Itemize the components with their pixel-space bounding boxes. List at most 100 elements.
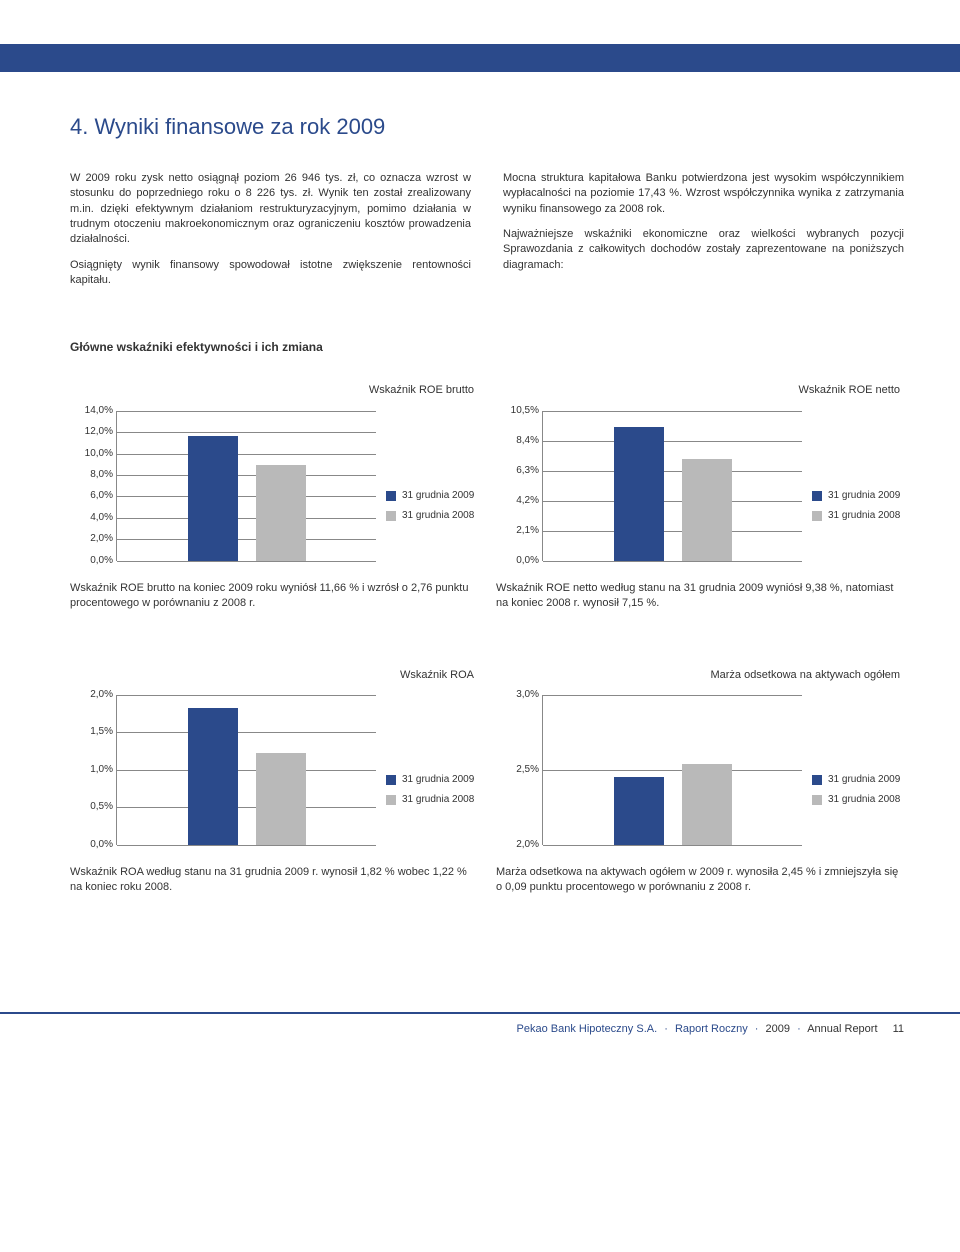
chart-y-tick: 2,0% (73, 688, 113, 702)
footer-year: 2009 (766, 1023, 790, 1035)
chart-y-tick: 8,0% (73, 468, 113, 482)
chart-caption: Wskaźnik ROE netto według stanu na 31 gr… (496, 581, 904, 612)
chart-plot-area: 0,0%0,5%1,0%1,5%2,0% (116, 695, 376, 845)
legend-swatch (386, 511, 396, 521)
chart-y-tick: 0,5% (73, 800, 113, 814)
bar-2008 (256, 465, 306, 560)
chart-y-tick: 2,0% (499, 838, 539, 852)
chart-y-tick: 6,0% (73, 489, 113, 503)
footer-report-en: Annual Report (807, 1023, 877, 1035)
legend-label: 31 grudnia 2008 (828, 509, 900, 523)
legend-swatch (812, 491, 822, 501)
chart-y-tick: 4,2% (499, 494, 539, 508)
chart-legend: 31 grudnia 2009 31 grudnia 2008 (812, 695, 904, 807)
legend-item-2009: 31 grudnia 2009 (812, 773, 904, 787)
legend-swatch (812, 511, 822, 521)
footer-separator: · (755, 1023, 759, 1035)
chart-body: 0,0%2,0%4,0%6,0%8,0%10,0%12,0%14,0%31 gr… (70, 411, 478, 561)
page-content: 4. Wyniki finansowe za rok 2009 W 2009 r… (0, 72, 960, 932)
chart-bars (117, 411, 376, 561)
legend-item-2008: 31 grudnia 2008 (386, 793, 478, 807)
chart-y-tick: 3,0% (499, 688, 539, 702)
chart-y-tick: 12,0% (73, 425, 113, 439)
chart-legend: 31 grudnia 2009 31 grudnia 2008 (812, 411, 904, 523)
chart-gridline (543, 561, 802, 562)
legend-label: 31 grudnia 2008 (828, 793, 900, 807)
legend-item-2009: 31 grudnia 2009 (812, 489, 904, 503)
charts-row-2: Wskaźnik ROA0,0%0,5%1,0%1,5%2,0%31 grudn… (70, 668, 904, 896)
paragraph: W 2009 roku zysk netto osiągnął poziom 2… (70, 171, 471, 248)
legend-swatch (386, 775, 396, 785)
chart-y-tick: 6,3% (499, 464, 539, 478)
chart-roe-netto: Wskaźnik ROE netto0,0%2,1%4,2%6,3%8,4%10… (496, 383, 904, 611)
chart-y-tick: 14,0% (73, 404, 113, 418)
chart-y-tick: 10,0% (73, 447, 113, 461)
chart-body: 0,0%0,5%1,0%1,5%2,0%31 grudnia 200931 gr… (70, 695, 478, 845)
footer-company: Pekao Bank Hipoteczny S.A. (517, 1023, 658, 1035)
chart-y-tick: 0,0% (73, 554, 113, 568)
chart-bars (117, 695, 376, 845)
legend-item-2008: 31 grudnia 2008 (812, 793, 904, 807)
legend-label: 31 grudnia 2009 (828, 773, 900, 787)
intro-right: Mocna struktura kapitałowa Banku potwier… (503, 171, 904, 299)
chart-y-tick: 2,1% (499, 524, 539, 538)
chart-y-tick: 0,0% (499, 554, 539, 568)
footer-separator: · (664, 1023, 668, 1035)
legend-swatch (812, 795, 822, 805)
legend-label: 31 grudnia 2009 (402, 489, 474, 503)
chart-y-tick: 10,5% (499, 404, 539, 418)
chart-y-tick: 4,0% (73, 511, 113, 525)
footer-page-number: 11 (893, 1023, 904, 1035)
chart-y-tick: 1,0% (73, 763, 113, 777)
page-footer: Pekao Bank Hipoteczny S.A. · Raport Rocz… (0, 1012, 960, 1055)
bar-2009 (614, 427, 664, 561)
chart-y-tick: 8,4% (499, 434, 539, 448)
chart-plot-area: 2,0%2,5%3,0% (542, 695, 802, 845)
chart-title: Wskaźnik ROA (70, 668, 478, 683)
bar-2009 (188, 436, 238, 561)
chart-title: Wskaźnik ROE netto (496, 383, 904, 398)
chart-title: Marża odsetkowa na aktywach ogółem (496, 668, 904, 683)
chart-gridline (543, 845, 802, 846)
chart-gridline (117, 845, 376, 846)
chart-marza: Marża odsetkowa na aktywach ogółem2,0%2,… (496, 668, 904, 896)
paragraph: Najważniejsze wskaźniki ekonomiczne oraz… (503, 227, 904, 273)
legend-label: 31 grudnia 2009 (402, 773, 474, 787)
intro-columns: W 2009 roku zysk netto osiągnął poziom 2… (70, 171, 904, 299)
chart-plot-area: 0,0%2,0%4,0%6,0%8,0%10,0%12,0%14,0% (116, 411, 376, 561)
bar-2008 (256, 753, 306, 845)
legend-swatch (386, 491, 396, 501)
legend-label: 31 grudnia 2008 (402, 509, 474, 523)
legend-label: 31 grudnia 2008 (402, 793, 474, 807)
bar-2008 (682, 764, 732, 845)
intro-left: W 2009 roku zysk netto osiągnął poziom 2… (70, 171, 471, 299)
chart-gridline (117, 561, 376, 562)
chart-y-tick: 0,0% (73, 838, 113, 852)
chart-legend: 31 grudnia 2009 31 grudnia 2008 (386, 695, 478, 807)
legend-item-2009: 31 grudnia 2009 (386, 489, 478, 503)
bar-2008 (682, 459, 732, 561)
chart-body: 0,0%2,1%4,2%6,3%8,4%10,5%31 grudnia 2009… (496, 411, 904, 561)
legend-label: 31 grudnia 2009 (828, 489, 900, 503)
chart-roa: Wskaźnik ROA0,0%0,5%1,0%1,5%2,0%31 grudn… (70, 668, 478, 896)
chart-y-tick: 1,5% (73, 725, 113, 739)
paragraph: Osiągnięty wynik finansowy spowodował is… (70, 258, 471, 289)
legend-swatch (386, 795, 396, 805)
chart-caption: Wskaźnik ROE brutto na koniec 2009 roku … (70, 581, 478, 612)
footer-report-pl: Raport Roczny (675, 1023, 748, 1035)
chart-y-tick: 2,0% (73, 532, 113, 546)
chart-y-tick: 2,5% (499, 763, 539, 777)
legend-swatch (812, 775, 822, 785)
chart-caption: Wskaźnik ROA według stanu na 31 grudnia … (70, 865, 478, 896)
chart-legend: 31 grudnia 2009 31 grudnia 2008 (386, 411, 478, 523)
bar-2009 (188, 708, 238, 845)
legend-item-2008: 31 grudnia 2008 (812, 509, 904, 523)
legend-item-2008: 31 grudnia 2008 (386, 509, 478, 523)
bar-2009 (614, 777, 664, 845)
chart-bars (543, 411, 802, 561)
chart-roe-brutto: Wskaźnik ROE brutto0,0%2,0%4,0%6,0%8,0%1… (70, 383, 478, 611)
section-title: 4. Wyniki finansowe za rok 2009 (70, 112, 904, 143)
chart-caption: Marża odsetkowa na aktywach ogółem w 200… (496, 865, 904, 896)
chart-plot-area: 0,0%2,1%4,2%6,3%8,4%10,5% (542, 411, 802, 561)
charts-section-heading: Główne wskaźniki efektywności i ich zmia… (70, 339, 904, 356)
